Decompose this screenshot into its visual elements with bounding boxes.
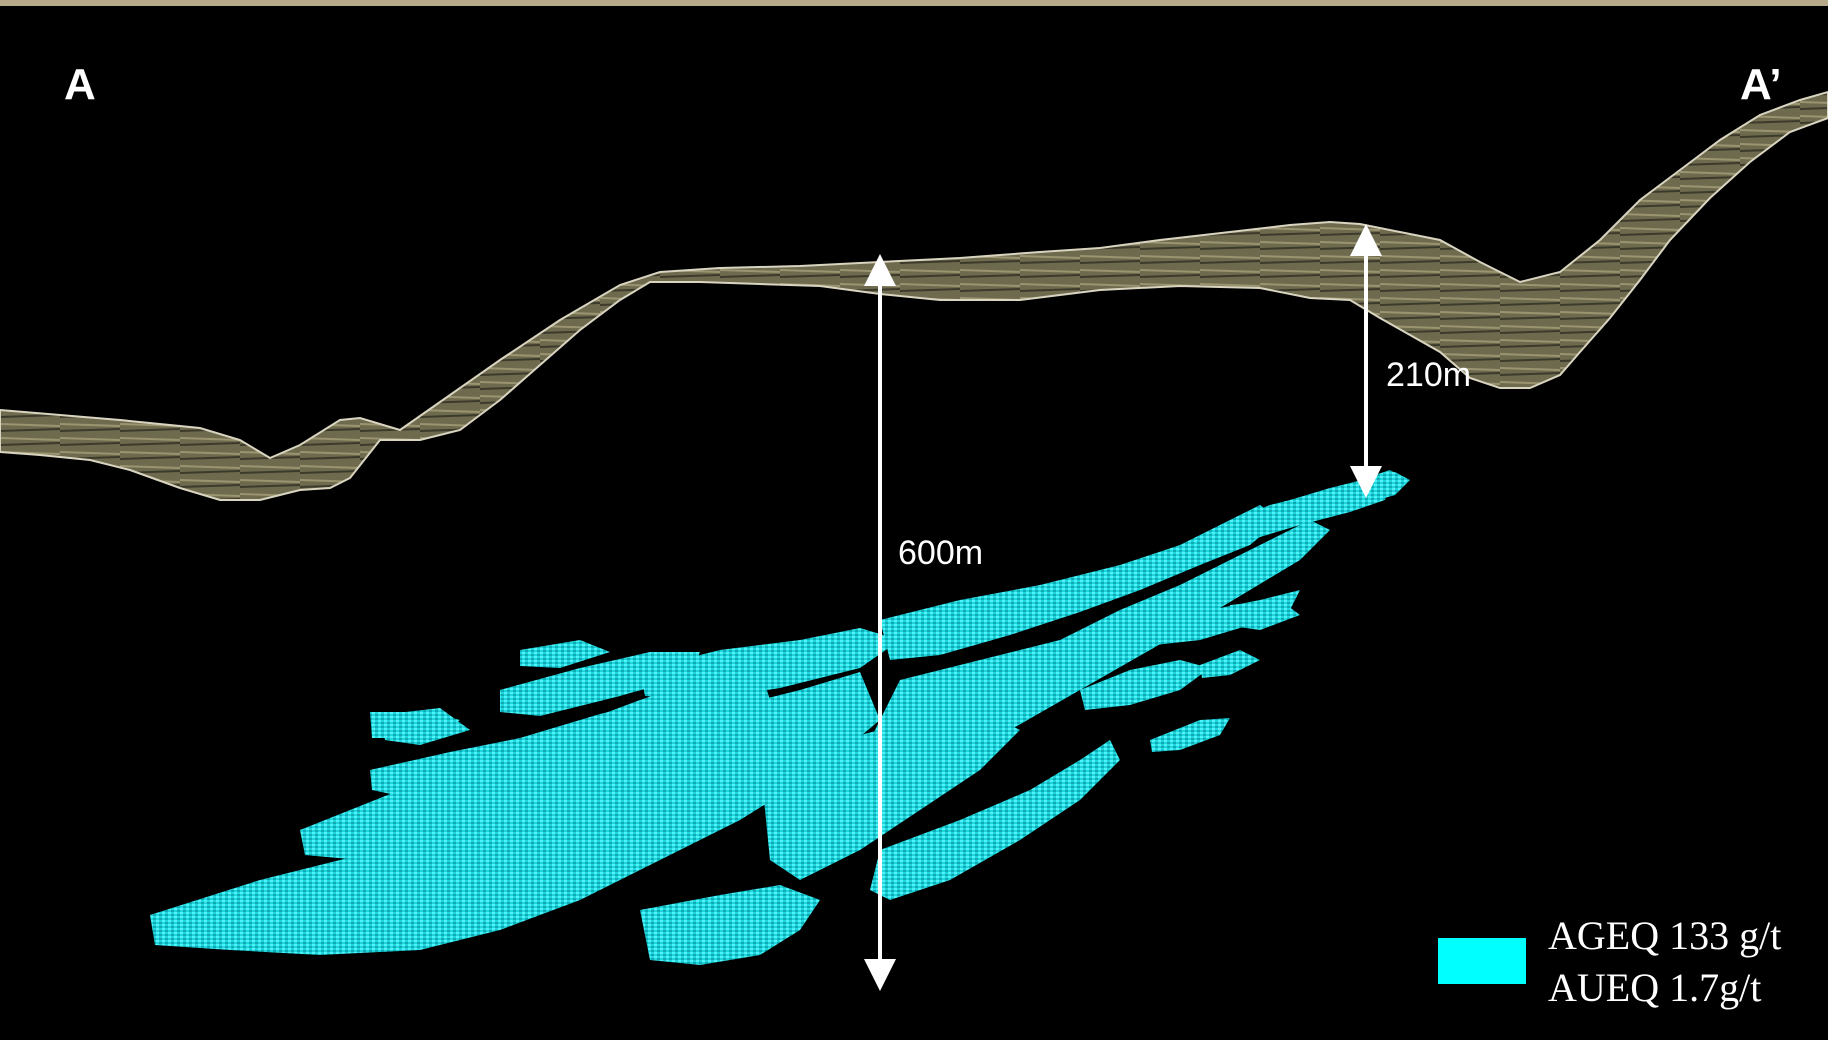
- legend-grade-gold: AUEQ 1.7g/t: [1548, 965, 1762, 1010]
- mineralization-body: [150, 470, 1410, 965]
- legend-grade-silver: AGEQ 133 g/t: [1548, 913, 1782, 958]
- legend-swatch-cyan: [1438, 938, 1526, 984]
- depth-label-210m: 210m: [1386, 356, 1472, 394]
- top-border-rule: [0, 0, 1828, 6]
- section-start-label: A: [64, 60, 96, 109]
- topography-surface: [0, 90, 1828, 501]
- section-end-label: A’: [1740, 60, 1782, 109]
- legend: AGEQ 133 g/t AUEQ 1.7g/t: [1438, 912, 1818, 1022]
- depth-label-600m: 600m: [898, 534, 984, 572]
